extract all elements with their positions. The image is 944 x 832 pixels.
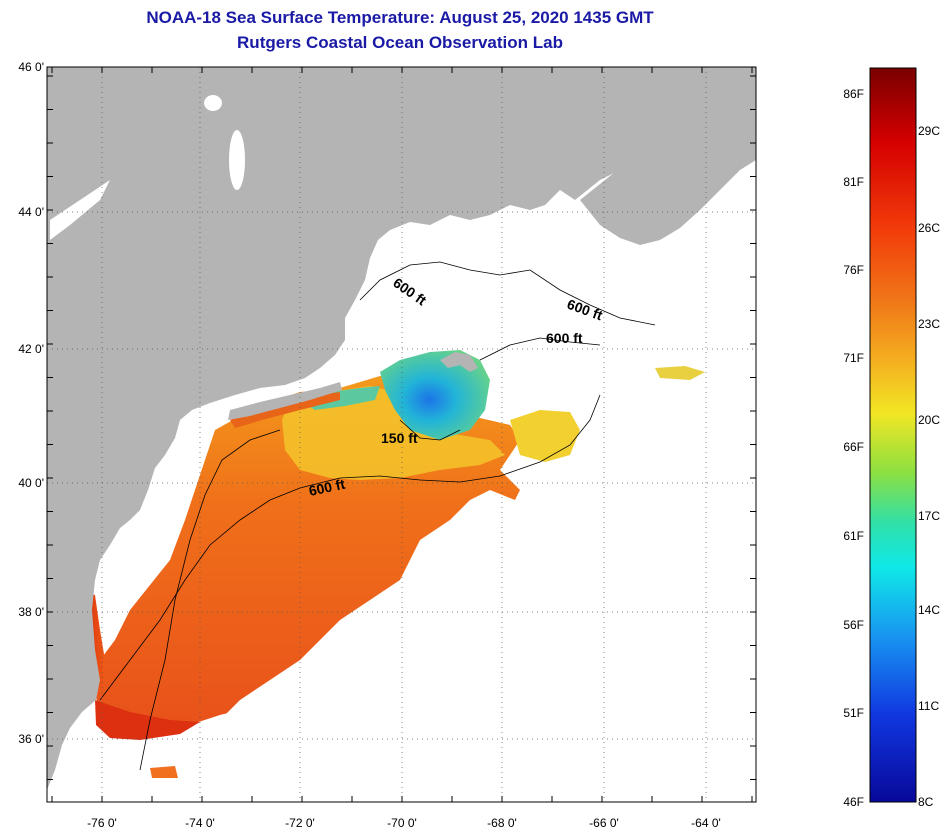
land-cape-cod [440,352,478,372]
map-title: NOAA-18 Sea Surface Temperature: August … [146,8,654,27]
cloud-mask [220,490,530,720]
sst-southern-coastal [95,700,200,740]
contour-label: 600 ft [307,476,346,499]
colorbar-f-label: 51F [843,706,864,720]
land-nova-scotia [580,108,756,245]
colorbar-f-label: 86F [843,87,864,101]
contour-inner [139,429,281,771]
land-long-island [228,382,342,420]
contour-label: 600 ft [546,330,583,346]
cloud-mask-2 [520,468,756,650]
lon-label: -76 0' [87,816,117,830]
colorbar-c-label: 8C [918,795,934,809]
lat-label: 38 0' [18,605,44,619]
colorbar-f-label: 61F [843,529,864,543]
colorbar-c-label: 20C [918,413,940,427]
sst-south-patch [150,766,178,778]
depth-contours [99,261,656,771]
lon-label: -70 0' [387,816,417,830]
lat-label: 42 0' [18,342,44,356]
sst-cold-region [380,350,490,440]
sst-li-sound [230,392,340,428]
colorbar-c-label: 11C [918,699,939,713]
colorbar-f-label: 46F [843,795,864,809]
colorbar-c-label: 14C [918,603,940,617]
contour-label: 150 ft [381,430,418,446]
lake [229,130,245,190]
colorbar-c-label: 29C [918,124,940,138]
contour-600ft-gulf [359,261,656,326]
lat-label: 44 0' [18,205,44,219]
colorbar-f-label: 76F [843,263,864,277]
sst-east-patch [655,366,705,380]
colorbar-f-label: 56F [843,618,864,632]
colorbar-c-label: 26C [918,221,940,235]
land-mainland [47,67,756,790]
contour-600ft-northeast [479,337,601,361]
contour-150ft [399,419,461,441]
map-subtitle: Rutgers Coastal Ocean Observation Lab [237,33,563,52]
colorbar-f-label: 71F [843,351,864,365]
lat-label: 40 0' [18,476,44,490]
lon-label: -72 0' [285,816,315,830]
colorbar-gradient [869,67,917,803]
lat-label: 36 0' [18,732,44,746]
colorbar-c-label: 23C [918,317,940,331]
lat-label: 46 0' [18,60,44,74]
lon-label: -74 0' [185,816,215,830]
map-grid [47,67,756,802]
sst-yellow-band [282,386,505,480]
lon-label: -66 0' [589,816,619,830]
colorbar-f-label: 66F [843,440,864,454]
colorbar-f-label: 81F [843,175,864,189]
lake [204,95,222,111]
lake [50,180,110,240]
colorbar-c-label: 17C [918,509,940,523]
lon-label: -68 0' [487,816,517,830]
lon-label: -64 0' [691,816,721,830]
map-ticks [47,67,756,802]
